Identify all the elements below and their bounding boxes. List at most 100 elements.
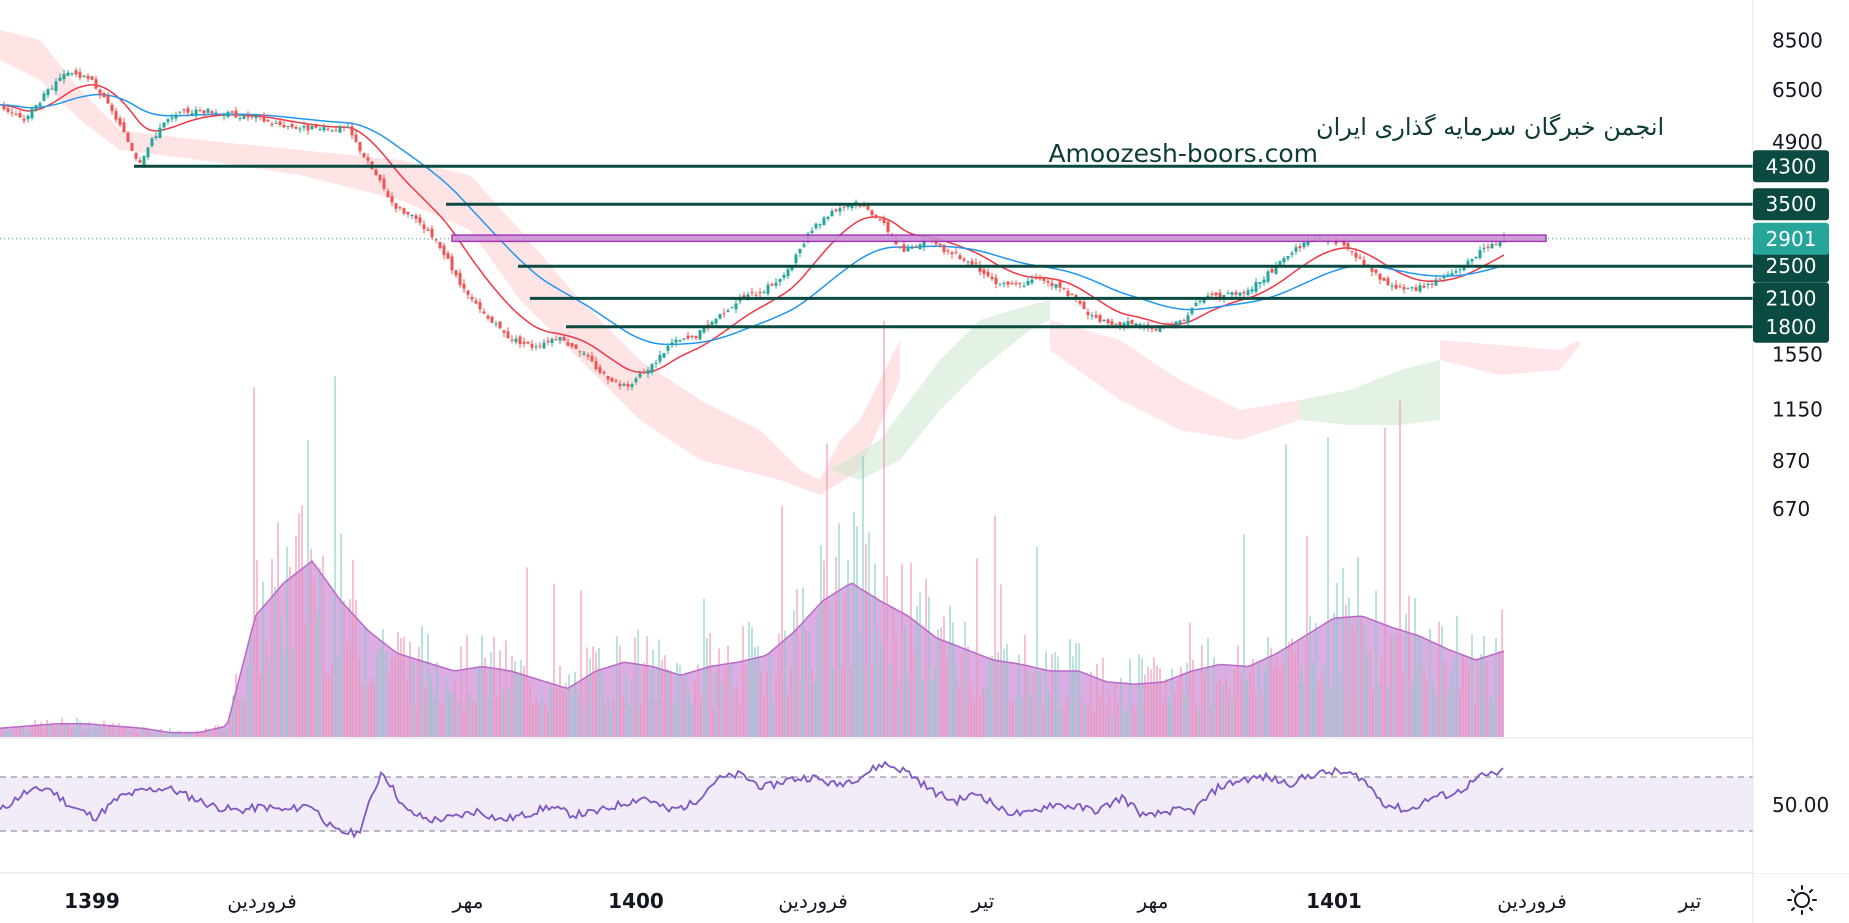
candle-body	[1278, 261, 1282, 267]
candle-body	[542, 342, 546, 349]
candle-body	[1486, 246, 1490, 248]
candle-body	[1218, 292, 1222, 298]
candle-body	[246, 114, 250, 118]
cloud-bullish-1	[830, 300, 1050, 480]
horizontal-levels[interactable]	[0, 164, 1753, 329]
candle-body	[1126, 321, 1130, 326]
rsi-pane	[0, 760, 1753, 839]
candle-body	[994, 277, 998, 284]
candle-body	[390, 196, 394, 203]
candle-body	[190, 113, 194, 116]
candle-body	[1422, 285, 1426, 288]
volume-bars	[0, 320, 1505, 737]
time-axis-label: 1401	[1306, 889, 1362, 913]
candle-body	[206, 108, 210, 113]
sun-icon[interactable]	[1787, 885, 1817, 915]
level-tags: 4300 3500 2500 2100 1800 2901	[1753, 150, 1829, 343]
candle-body	[1270, 268, 1274, 273]
candle-body	[654, 362, 658, 364]
price-tick-label: 870	[1772, 449, 1810, 473]
candle-body	[106, 95, 110, 104]
candle-body	[1106, 319, 1110, 323]
candle-body	[258, 115, 262, 118]
candle-body	[38, 103, 42, 107]
candle-body	[866, 204, 870, 210]
candle-body	[766, 284, 770, 294]
candle-body	[1102, 320, 1106, 321]
candle-body	[506, 331, 510, 339]
level-tag-label: 1800	[1766, 315, 1817, 339]
candle-body	[358, 142, 362, 152]
candle-body	[1258, 282, 1262, 284]
candle-body	[1026, 281, 1030, 286]
candle-body	[870, 210, 874, 216]
candle-body	[34, 105, 38, 111]
time-axis-label: 1400	[608, 889, 664, 913]
candle-body	[1190, 307, 1194, 314]
candle-body	[1274, 266, 1278, 275]
candle-body	[830, 210, 834, 217]
candle-body	[1254, 282, 1258, 292]
candle-body	[550, 338, 554, 343]
candle-body	[110, 104, 114, 112]
candle-body	[910, 246, 914, 249]
candle-body	[1462, 266, 1466, 271]
candle-body	[1298, 246, 1302, 249]
time-axis[interactable]: 1399 فروردین مهر 1400 فروردین تیر مهر 1401 فرورد…	[64, 889, 1701, 913]
candle-body	[338, 126, 342, 133]
candle-body	[210, 111, 214, 114]
candle-body	[74, 70, 78, 75]
candle-body	[334, 130, 338, 132]
time-axis-label: 1399	[64, 889, 120, 913]
candle-body	[422, 224, 426, 229]
candle-body	[602, 372, 606, 374]
candle-body	[22, 118, 26, 121]
candle-body	[318, 128, 322, 130]
candle-body	[1234, 292, 1238, 295]
candle-body	[154, 136, 158, 138]
candle-body	[1306, 241, 1310, 245]
volume-ma-line	[0, 560, 1505, 734]
candle-body	[658, 355, 662, 362]
candle-body	[1374, 269, 1378, 273]
candle-body	[882, 217, 886, 223]
candle-body	[170, 117, 174, 120]
candle-body	[1406, 288, 1410, 290]
candle-body	[266, 119, 270, 122]
resistance-zone[interactable]	[451, 234, 1547, 243]
candle-body	[974, 262, 978, 264]
candle-body	[178, 111, 182, 113]
candle-body	[798, 248, 802, 254]
candle-body	[158, 127, 162, 139]
candle-body	[350, 126, 354, 136]
watermark-title: انجمن خبرگان سرمایه گذاری ایران	[1316, 113, 1664, 141]
candle-body	[1138, 324, 1142, 326]
ichimoku-cloud	[0, 30, 1580, 495]
candle-body	[1394, 284, 1398, 289]
price-axis[interactable]: 8500 6500 4900 1550 1150 870 670 4300 3500 2500 2…	[1752, 0, 1849, 923]
candle-body	[822, 217, 826, 225]
price-tick-label: 8500	[1772, 29, 1823, 53]
candle-body	[698, 330, 702, 340]
candle-body	[1010, 282, 1014, 284]
candle-body	[1430, 283, 1434, 285]
candle-body	[502, 330, 506, 333]
candle-body	[402, 208, 406, 214]
candle-body	[726, 310, 730, 312]
candle-body	[14, 114, 18, 116]
candle-body	[690, 336, 694, 337]
candle-body	[1386, 278, 1390, 286]
candle-body	[574, 344, 578, 349]
candle-body	[146, 147, 150, 158]
candle-body	[342, 126, 346, 128]
level-tag-label: 2500	[1766, 254, 1817, 278]
candle-body	[254, 116, 258, 119]
candle-body	[1154, 328, 1158, 331]
candle-body	[618, 383, 622, 387]
sun-icon-core	[1794, 892, 1810, 908]
candle-body	[298, 128, 302, 130]
candle-body	[242, 114, 246, 119]
candle-body	[610, 377, 614, 382]
candle-body	[438, 242, 442, 248]
